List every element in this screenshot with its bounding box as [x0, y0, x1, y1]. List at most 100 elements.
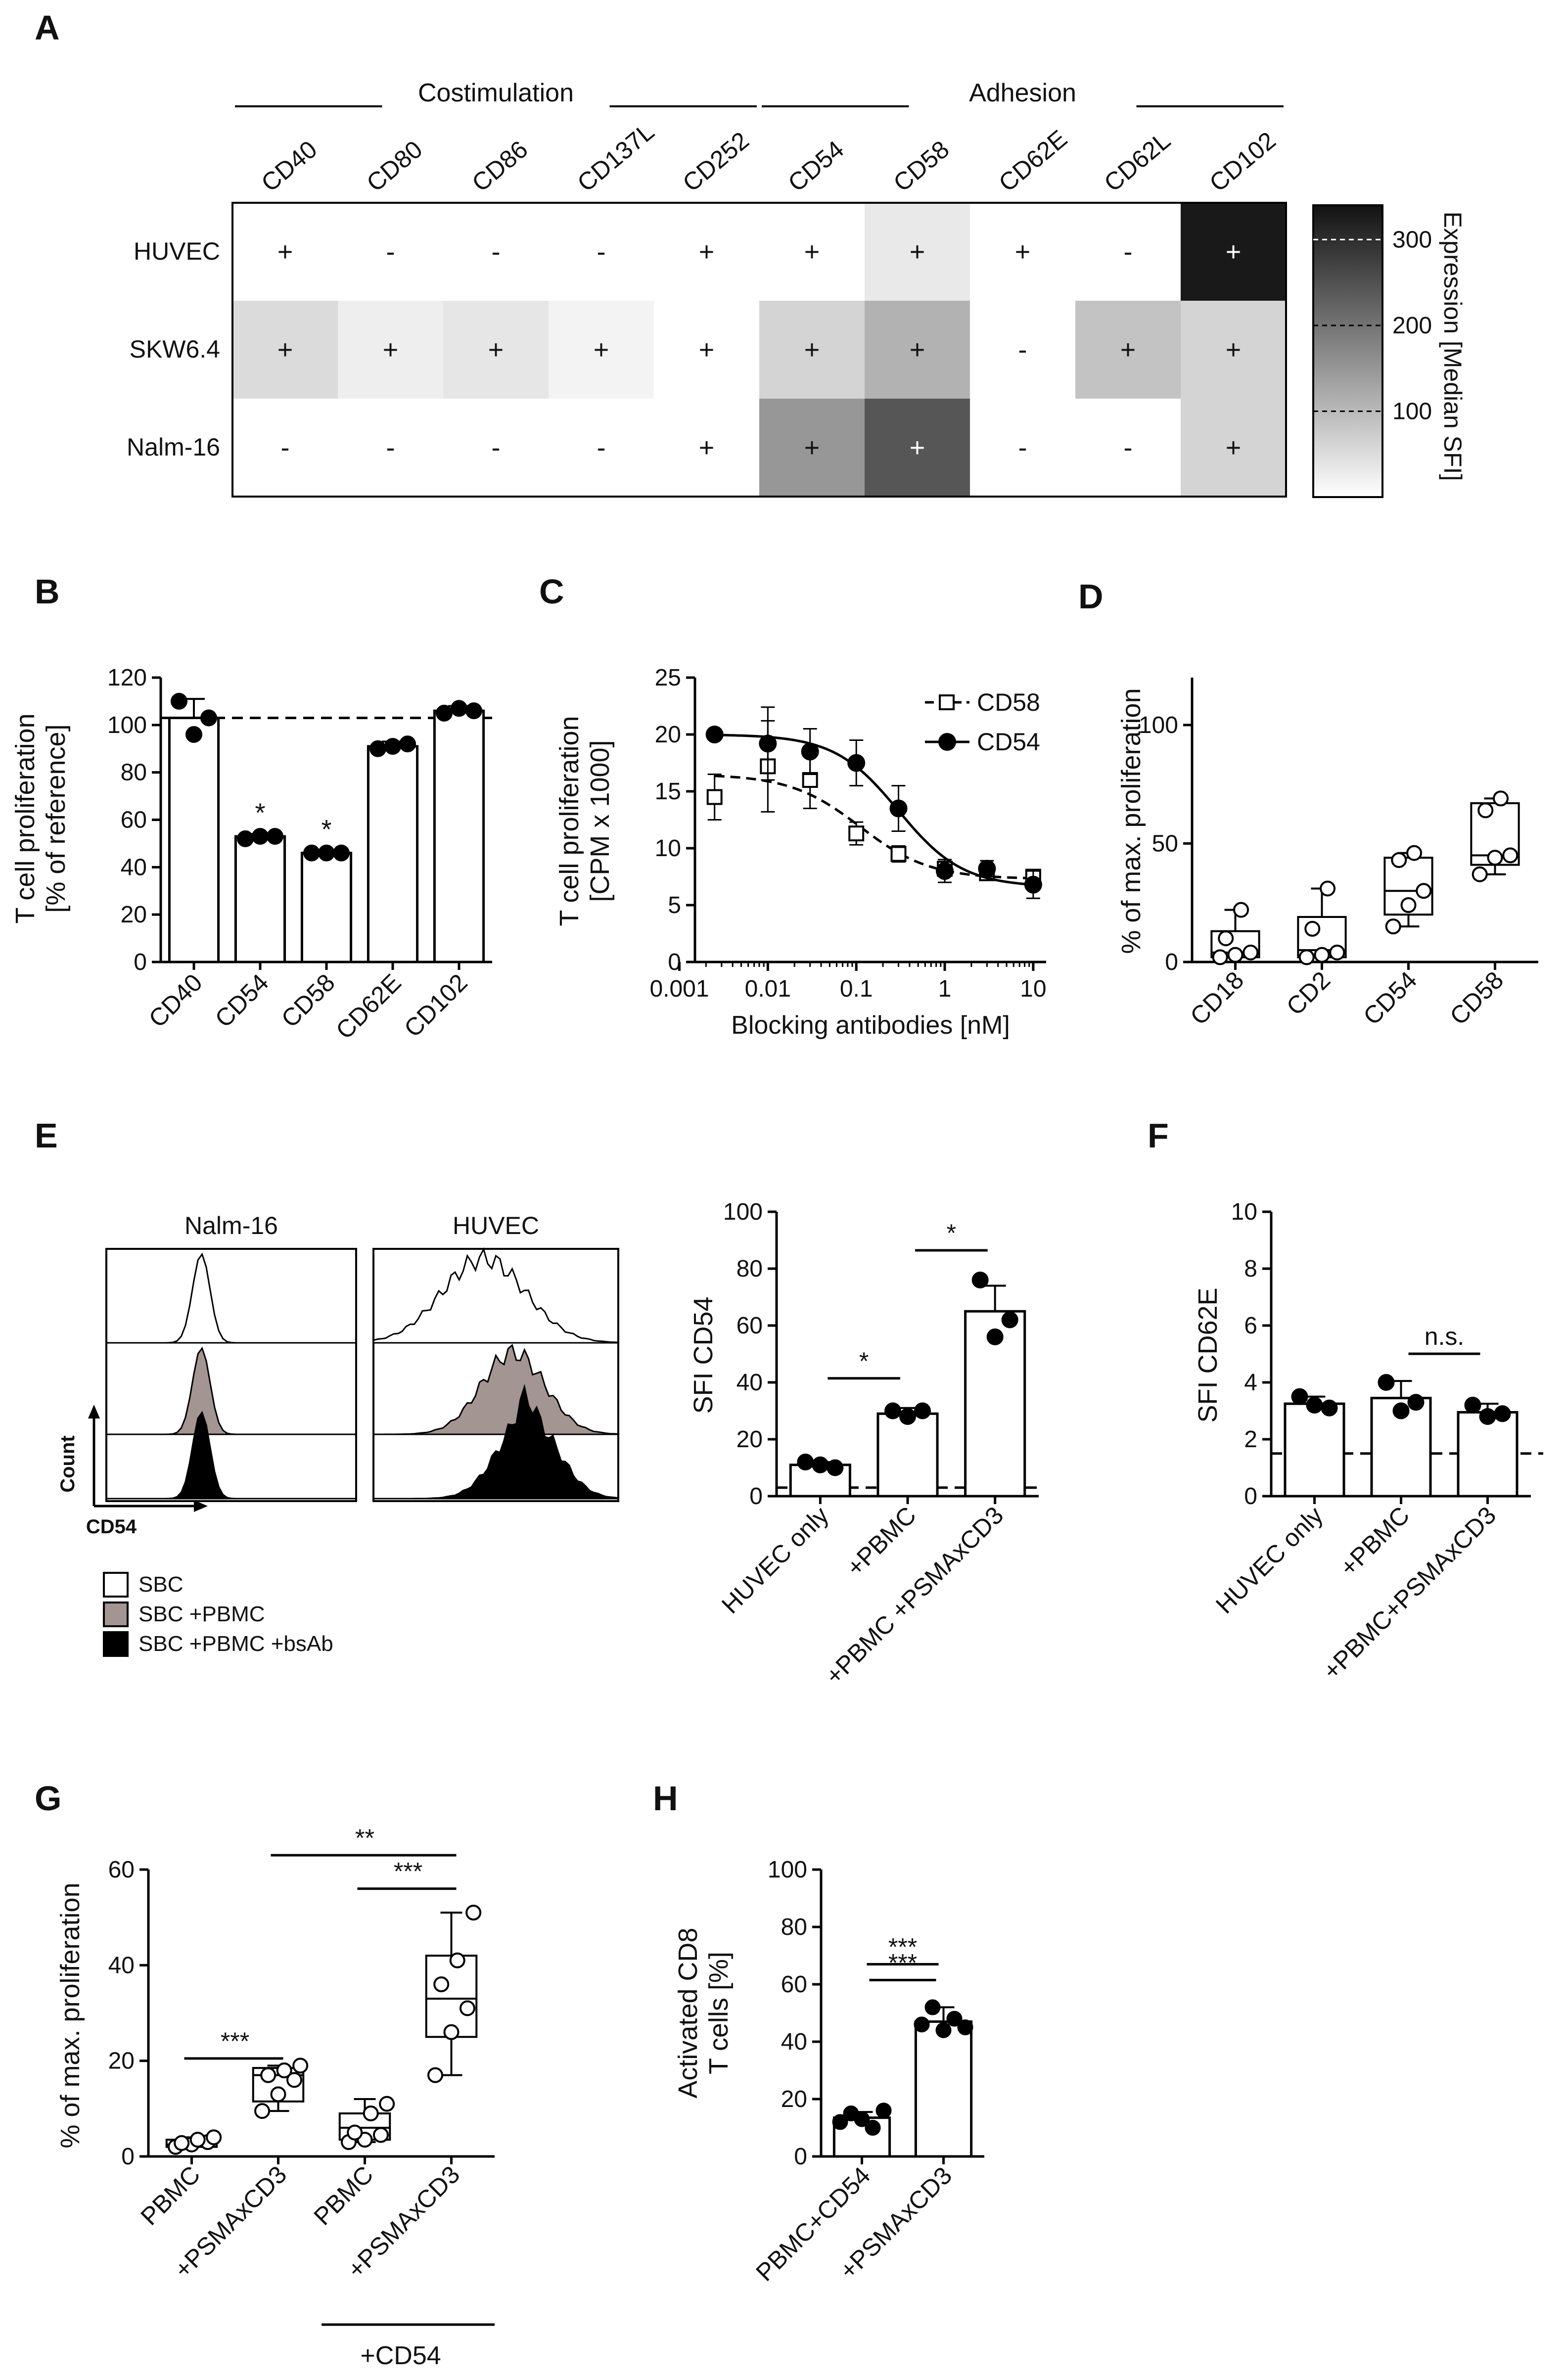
significance-label: * — [859, 1347, 869, 1375]
cell-sign: - — [597, 237, 606, 267]
column-label: CD62L — [1099, 126, 1176, 197]
legend-swatch — [103, 1602, 129, 1627]
data-point — [797, 1454, 814, 1470]
c-y-tick-label: 5 — [668, 892, 681, 918]
bar-y-tick-label: 60 — [781, 1971, 807, 1998]
data-point — [433, 1976, 450, 1992]
significance-label: * — [947, 1219, 956, 1247]
group-label: Adhesion — [969, 79, 1076, 107]
histogram-y-label: Count — [57, 1435, 79, 1493]
data-point — [1472, 866, 1488, 882]
legend-label: CD54 — [977, 728, 1040, 756]
y-axis-label: SFI CD54 — [689, 1296, 718, 1414]
cell-sign: + — [488, 335, 504, 365]
panel-letter-a: A — [35, 8, 60, 47]
data-point — [914, 2016, 930, 2033]
data-point — [914, 1402, 931, 1419]
y-axis-label: SFI CD62E — [1193, 1287, 1223, 1422]
heatmap-cell — [865, 203, 970, 301]
colorbar-tick-label: 100 — [1392, 398, 1432, 424]
c-y-tick-label: 25 — [655, 665, 681, 691]
data-point — [292, 2058, 309, 2074]
bar-y-tick-label: 60 — [121, 807, 147, 833]
x-tick-label: CD62E — [330, 968, 407, 1045]
histogram-frame — [105, 1248, 357, 1502]
y-axis-label: [% of reference] — [41, 724, 71, 913]
x-tick-label: 10 — [1020, 976, 1046, 1002]
data-point-circle — [847, 754, 866, 772]
data-point — [200, 709, 217, 727]
x-tick-label: CD54 — [1358, 966, 1422, 1030]
x-tick-label: PBMC — [136, 2160, 206, 2231]
trace-sbc-pbmc-bsab — [373, 1383, 619, 1500]
heatmap-cell — [970, 399, 1075, 497]
cell-sign: + — [699, 335, 715, 365]
data-point — [1233, 902, 1249, 918]
legend-label: SBC +PBMC +bsAb — [138, 1632, 333, 1656]
data-point — [252, 828, 269, 845]
bar — [300, 852, 353, 963]
cell-sign: + — [804, 433, 820, 462]
data-point — [1493, 790, 1509, 807]
cell-sign: + — [699, 433, 715, 462]
heatmap-cell — [970, 301, 1075, 399]
bar-y-tick-label: 10 — [1231, 1199, 1257, 1225]
cell-sign: + — [1226, 335, 1242, 365]
bar-y-tick-label: 120 — [107, 665, 147, 691]
cell-sign: + — [910, 433, 925, 462]
data-point — [451, 700, 467, 717]
cell-sign: + — [1226, 237, 1242, 267]
data-point-square — [890, 846, 907, 862]
data-point — [1378, 1374, 1395, 1391]
bar-y-tick-label: 0 — [134, 949, 147, 975]
cell-sign: + — [277, 335, 293, 365]
box-y-tick-label: 0 — [121, 2144, 135, 2170]
data-point — [270, 2086, 286, 2103]
data-point — [276, 2062, 292, 2078]
cell-sign: + — [910, 335, 925, 365]
data-point — [1464, 1397, 1481, 1414]
x-tick-label: +PBMC — [841, 1501, 921, 1581]
heatmap-panel-a: Costimulation Adhesion CD40 CD80 CD86 CD137L C… — [127, 79, 1467, 498]
x-tick-label: +PBMC+PSMAxCD3 — [1318, 1501, 1502, 1685]
colorbar — [1312, 204, 1383, 498]
column-label: CD137L — [572, 118, 660, 197]
heatmap-cell — [654, 203, 759, 301]
data-point — [1329, 944, 1345, 961]
data-point — [924, 1999, 941, 2015]
histogram-x-label: CD54 — [86, 1516, 137, 1538]
heatmap-cell — [759, 301, 865, 399]
heatmap-cell — [1181, 301, 1286, 399]
data-point — [971, 1272, 989, 1288]
heatmap-cell — [759, 203, 865, 301]
data-point — [1218, 930, 1234, 947]
data-point — [286, 2072, 302, 2088]
bar-chart-panel-f: 0 2 4 6 8 10 HUVEC only +PBMC+PBMC+PSMAxCD3 n.s.… — [1193, 1199, 1543, 1685]
panel-letter-d: D — [1078, 577, 1104, 616]
significance-label: ** — [355, 1824, 374, 1852]
data-point-square — [706, 789, 723, 805]
data-point-circle — [705, 726, 724, 743]
c-y-tick-label: 10 — [655, 835, 681, 862]
data-point — [260, 2067, 276, 2083]
x-tick-label: 0.001 — [649, 976, 709, 1002]
data-point-circle — [801, 742, 819, 761]
data-point — [946, 2011, 963, 2027]
data-point — [1291, 1388, 1308, 1405]
data-point-circle — [1024, 875, 1042, 894]
data-point — [1407, 1394, 1425, 1411]
data-point — [171, 692, 187, 710]
bar — [876, 1412, 939, 1498]
bar-chart-panel-e: 0 20 40 60 80 100 HUVEC only +PBMC+PBMC +PSMAxC… — [689, 1199, 1044, 1690]
cell-sign: - — [281, 433, 290, 462]
heatmap-cell — [1181, 203, 1286, 301]
bar — [433, 709, 485, 963]
bar-y-tick-label: 40 — [781, 2029, 807, 2055]
trace-sbc-pbmc — [373, 1344, 619, 1435]
panel-letter-g: G — [35, 1779, 61, 1818]
bar-y-tick-label: 100 — [768, 1857, 807, 1883]
cell-sign: - — [1018, 433, 1027, 462]
cell-sign: + — [804, 237, 820, 267]
